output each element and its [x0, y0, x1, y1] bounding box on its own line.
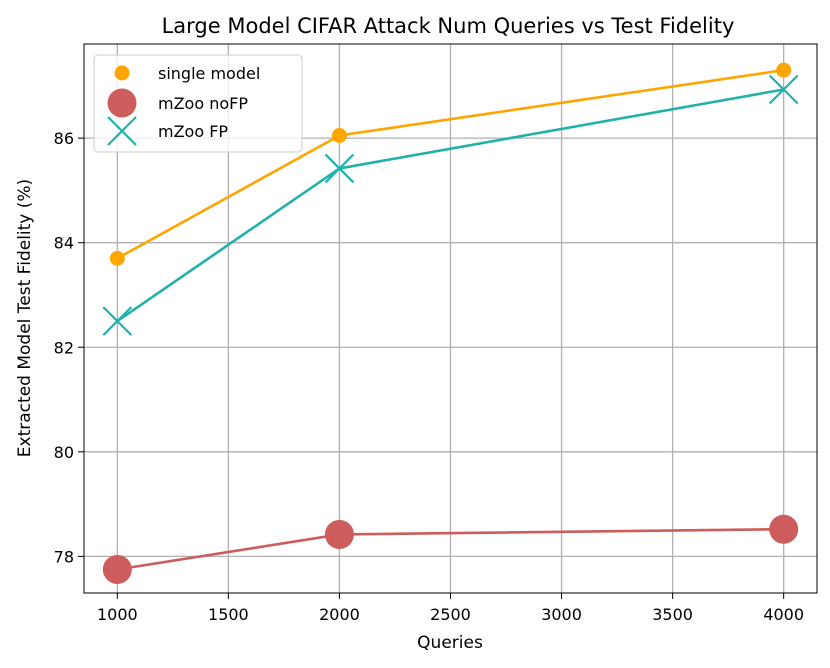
legend-marker-mzoo-nofp [107, 88, 137, 118]
data-point-single-model [776, 62, 792, 78]
x-tick-label: 2000 [319, 605, 360, 624]
data-point-mzoo-fp [768, 74, 799, 105]
legend-marker-single-model [114, 65, 130, 81]
data-point-mzoo-nofp [769, 514, 799, 544]
data-point-single-model [109, 250, 125, 266]
y-axis-label: Extracted Model Test Fidelity (%) [15, 179, 35, 457]
legend-box [93, 54, 303, 153]
x-tick-label: 1000 [97, 605, 138, 624]
chart-title: Large Model CIFAR Attack Num Queries vs … [162, 14, 735, 38]
y-tick-label: 82 [54, 338, 74, 357]
series-single-model [109, 62, 792, 266]
legend: single model mZoo noFP mZoo FP [93, 54, 303, 153]
series-mzoo-fp [102, 74, 799, 336]
x-tick-label: 3000 [541, 605, 582, 624]
x-tick-label: 3500 [652, 605, 693, 624]
x-axis-label: Queries [417, 633, 483, 653]
ticks: 1000 1500 2000 2500 3000 3500 4000 78 80 82 84 86 [54, 129, 804, 624]
data-point-mzoo-fp [324, 153, 355, 184]
x-tick-label: 2500 [430, 605, 471, 624]
legend-label-mzoo-nofp: mZoo noFP [158, 94, 248, 113]
data-point-single-model [331, 128, 347, 143]
x-tick-label: 1500 [208, 605, 249, 624]
y-tick-label: 84 [54, 234, 74, 253]
legend-marker-mzoo-fp [107, 116, 137, 146]
series-mzoo-nofp [102, 514, 799, 584]
x-tick-label: 4000 [763, 605, 804, 624]
series-layer [102, 62, 799, 584]
data-point-mzoo-fp [102, 306, 133, 336]
data-point-mzoo-nofp [102, 554, 132, 584]
data-point-mzoo-nofp [324, 519, 354, 549]
legend-label-single-model: single model [158, 64, 260, 83]
y-tick-label: 86 [54, 129, 74, 148]
y-tick-label: 80 [54, 443, 74, 462]
legend-label-mzoo-fp: mZoo FP [158, 122, 228, 141]
y-tick-label: 78 [54, 547, 74, 566]
